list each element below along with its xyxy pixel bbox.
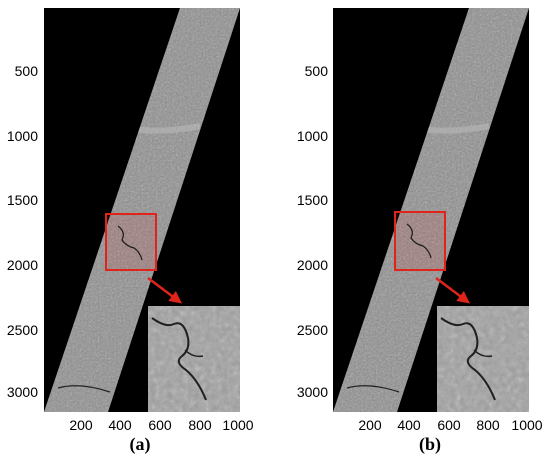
- y-tick-label: 3000: [7, 384, 38, 400]
- y-tick-label: 500: [305, 63, 329, 79]
- x-tick-label: 1000: [222, 417, 253, 433]
- x-tick-label: 200: [69, 417, 93, 433]
- x-tick-label: 400: [108, 417, 132, 433]
- x-tick-label: 800: [188, 417, 212, 433]
- panel-b-y-axis: 500 1000 1500 2000 2500 3000: [297, 63, 328, 400]
- x-tick-label: 600: [148, 417, 172, 433]
- y-tick-label: 2000: [7, 257, 38, 273]
- panel-b: 500 1000 1500 2000 2500 3000 200 400 600…: [297, 8, 543, 455]
- panel-a: 500 1000 1500 2000 2500 3000 200 400 600…: [7, 8, 254, 455]
- y-tick-label: 1500: [297, 192, 328, 208]
- y-tick-label: 2000: [297, 257, 328, 273]
- panel-b-x-axis: 200 400 600 800 1000: [358, 417, 542, 433]
- x-tick-label: 400: [397, 417, 421, 433]
- x-tick-label: 1000: [511, 417, 542, 433]
- panel-b-red-arrow-icon: [435, 277, 470, 304]
- x-tick-label: 800: [476, 417, 500, 433]
- y-tick-label: 3000: [297, 384, 328, 400]
- y-tick-label: 2500: [7, 322, 38, 338]
- panel-a-x-axis: 200 400 600 800 1000: [69, 417, 253, 433]
- panel-a-red-arrow-icon: [147, 277, 182, 304]
- x-tick-label: 600: [437, 417, 461, 433]
- panel-b-highlight-box: [394, 211, 446, 271]
- panel-b-zoom-inset: [437, 306, 529, 412]
- panel-a-zoom-inset: [148, 306, 240, 412]
- x-tick-label: 200: [358, 417, 382, 433]
- y-tick-label: 1000: [7, 128, 38, 144]
- y-tick-label: 500: [15, 63, 39, 79]
- panel-b-caption: (b): [419, 434, 441, 455]
- panel-a-caption: (a): [130, 434, 151, 455]
- y-tick-label: 1000: [297, 128, 328, 144]
- panel-a-highlight-box: [105, 213, 157, 271]
- panel-a-y-axis: 500 1000 1500 2000 2500 3000: [7, 63, 38, 400]
- y-tick-label: 2500: [297, 322, 328, 338]
- y-tick-label: 1500: [7, 192, 38, 208]
